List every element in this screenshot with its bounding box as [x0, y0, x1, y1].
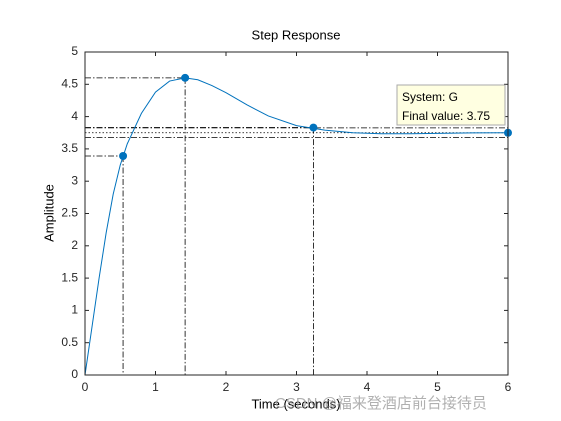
datatip-text: Final value: 3.75 — [402, 109, 490, 123]
y-tick-label: 2 — [71, 238, 78, 252]
characteristic-marker — [309, 123, 318, 132]
characteristic-marker — [119, 152, 128, 161]
y-tick-label: 1.5 — [61, 270, 78, 284]
datatip-box — [396, 84, 506, 126]
y-tick-label: 2.5 — [61, 206, 78, 220]
y-axis-label: Amplitude — [41, 184, 56, 242]
y-tick-label: 0.5 — [61, 335, 78, 349]
characteristic-marker — [181, 73, 190, 82]
axes-box — [84, 51, 509, 376]
x-tick-label: 6 — [505, 380, 512, 394]
y-tick-label: 3.5 — [61, 141, 78, 155]
y-tick-label: 1 — [71, 303, 78, 317]
x-tick-label: 3 — [293, 380, 300, 394]
x-tick-label: 5 — [434, 380, 441, 394]
y-tick-label: 4 — [71, 109, 78, 123]
x-tick-label: 2 — [223, 380, 230, 394]
chart-title: Step Response — [252, 27, 341, 42]
series-line — [84, 77, 509, 376]
x-axis-label: Time (seconds) — [251, 396, 340, 411]
y-tick-label: 4.5 — [61, 76, 78, 90]
datatip-text: System: G — [402, 90, 458, 104]
watermark: CSDN @福来登酒店前台接待员 — [275, 395, 487, 412]
x-tick-label: 4 — [364, 380, 371, 394]
x-tick-label: 1 — [152, 380, 159, 394]
y-tick-label: 5 — [71, 44, 78, 58]
y-tick-label: 3 — [71, 173, 78, 187]
x-tick-label: 0 — [82, 380, 89, 394]
y-tick-label: 0 — [71, 367, 78, 381]
